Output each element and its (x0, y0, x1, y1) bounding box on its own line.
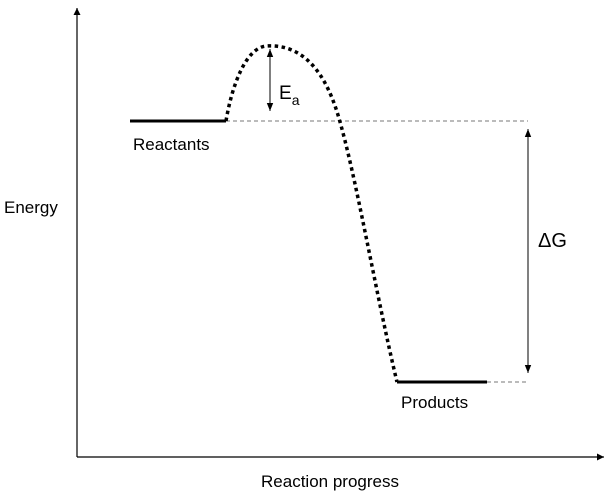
reaction-curve (224, 44, 399, 383)
activation-energy-subscript: a (292, 92, 300, 108)
delta-g-label: ΔG (538, 230, 567, 252)
reactants-label: Reactants (133, 135, 210, 154)
activation-energy-symbol: E (279, 83, 292, 104)
activation-energy-label: Ea (279, 83, 300, 108)
products-label: Products (401, 393, 468, 412)
y-axis-label: Energy (4, 198, 58, 217)
x-axis-label: Reaction progress (261, 472, 399, 491)
